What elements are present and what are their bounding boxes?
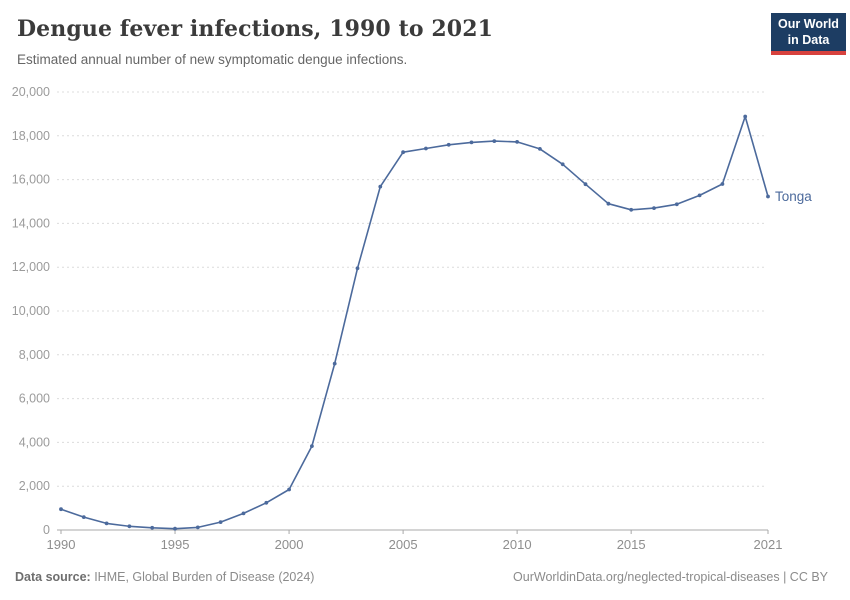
page-subtitle: Estimated annual number of new symptomat… xyxy=(17,52,408,67)
data-point[interactable] xyxy=(195,525,200,530)
data-point[interactable] xyxy=(606,201,611,206)
y-axis-tick-label: 14,000 xyxy=(12,216,50,230)
y-axis-tick-label: 4,000 xyxy=(19,435,50,449)
y-axis-tick-label: 12,000 xyxy=(12,260,50,274)
entity-label: Tonga xyxy=(775,189,812,204)
data-point[interactable] xyxy=(674,202,679,207)
y-axis-tick-label: 6,000 xyxy=(19,392,50,406)
x-axis-tick-label: 2021 xyxy=(754,537,783,552)
owid-logo-line2: in Data xyxy=(787,33,830,48)
data-line-tonga[interactable] xyxy=(60,115,769,530)
data-point[interactable] xyxy=(264,500,269,505)
owid-logo-line1: Our World xyxy=(778,17,839,31)
owid-logo[interactable]: Our World in Data xyxy=(771,13,846,55)
data-point[interactable] xyxy=(401,150,405,155)
data-point[interactable] xyxy=(492,139,497,144)
data-point[interactable] xyxy=(766,194,770,199)
data-point[interactable] xyxy=(424,146,428,151)
data-point[interactable] xyxy=(720,182,725,186)
data-point[interactable] xyxy=(697,193,702,198)
y-axis-tick-label: 20,000 xyxy=(12,85,50,99)
data-point[interactable] xyxy=(127,524,132,529)
data-point[interactable] xyxy=(560,162,565,167)
y-axis-tick-label: 8,000 xyxy=(19,348,50,362)
data-point[interactable] xyxy=(59,507,63,512)
line-chart[interactable]: 0 2,000 4,000 6,000 8,000 10,000 12,000 14,000 1… xyxy=(0,0,850,565)
data-source-label: Data source: xyxy=(15,570,91,584)
chart-footer: Data source: IHME, Global Burden of Dise… xyxy=(0,566,850,590)
y-axis-tick-label: 2,000 xyxy=(19,479,50,493)
data-point[interactable] xyxy=(515,140,519,144)
y-axis-tick-label: 10,000 xyxy=(12,304,50,318)
data-point[interactable] xyxy=(310,444,314,448)
data-point[interactable] xyxy=(629,207,634,212)
data-point[interactable] xyxy=(378,184,383,189)
x-axis-tick-label: 2015 xyxy=(617,537,646,552)
data-point[interactable] xyxy=(287,487,291,492)
data-point[interactable] xyxy=(355,266,360,271)
x-axis-tick-label: 2005 xyxy=(389,537,418,552)
data-point[interactable] xyxy=(332,361,337,366)
x-axis-tick-label: 2000 xyxy=(275,537,304,552)
data-source: Data source: IHME, Global Burden of Dise… xyxy=(15,570,314,584)
data-point[interactable] xyxy=(469,140,474,145)
y-axis-tick-label: 0 xyxy=(43,523,50,537)
data-point[interactable] xyxy=(81,515,86,519)
data-point[interactable] xyxy=(173,526,177,531)
data-point[interactable] xyxy=(583,182,588,187)
data-point[interactable] xyxy=(743,114,748,119)
x-axis-tick-label: 2010 xyxy=(503,537,532,552)
data-source-text: IHME, Global Burden of Disease (2024) xyxy=(90,570,315,584)
data-point[interactable] xyxy=(538,147,542,151)
page-title: Dengue fever infections, 1990 to 2021 xyxy=(17,16,494,42)
data-point[interactable] xyxy=(218,520,223,524)
data-point[interactable] xyxy=(241,511,246,516)
data-point[interactable] xyxy=(446,142,451,147)
credit-link[interactable]: OurWorldinData.org/neglected-tropical-di… xyxy=(513,570,828,584)
x-axis-tick-label: 1990 xyxy=(47,537,76,552)
y-axis-tick-label: 16,000 xyxy=(12,173,50,187)
x-axis-tick-label: 1995 xyxy=(161,537,190,552)
data-point[interactable] xyxy=(150,525,155,530)
data-point[interactable] xyxy=(652,206,656,211)
data-point[interactable] xyxy=(104,521,109,526)
y-axis-tick-label: 18,000 xyxy=(12,129,50,143)
